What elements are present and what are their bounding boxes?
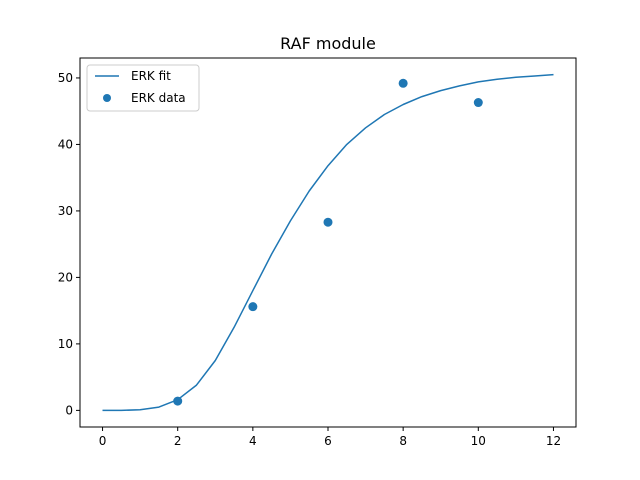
x-tick-label: 2 [174,434,182,448]
x-axis-ticks: 0 2 4 6 8 10 12 [99,427,561,448]
y-tick-label: 30 [58,204,73,218]
x-tick-label: 0 [99,434,107,448]
y-axis-ticks: 0 10 20 30 40 50 [58,71,80,417]
y-tick-label: 50 [58,71,73,85]
y-tick-label: 20 [58,270,73,284]
data-point [173,396,183,406]
data-point [248,302,258,312]
data-point [323,217,333,227]
legend: ERK fit ERK data [86,64,200,112]
y-tick-label: 40 [58,137,73,151]
legend-marker-swatch [103,94,111,102]
axes-frame [79,57,577,428]
data-point [398,78,408,88]
x-tick-label: 10 [471,434,486,448]
chart-title: RAF module [280,34,376,53]
plot-area [102,73,554,412]
y-tick-label: 10 [58,337,73,351]
x-tick-label: 6 [324,434,332,448]
x-tick-label: 8 [399,434,407,448]
x-tick-label: 12 [546,434,561,448]
data-point [473,98,483,108]
legend-label-data: ERK data [131,91,186,105]
legend-label-fit: ERK fit [131,69,171,83]
x-tick-label: 4 [249,434,257,448]
y-tick-label: 0 [65,403,73,417]
